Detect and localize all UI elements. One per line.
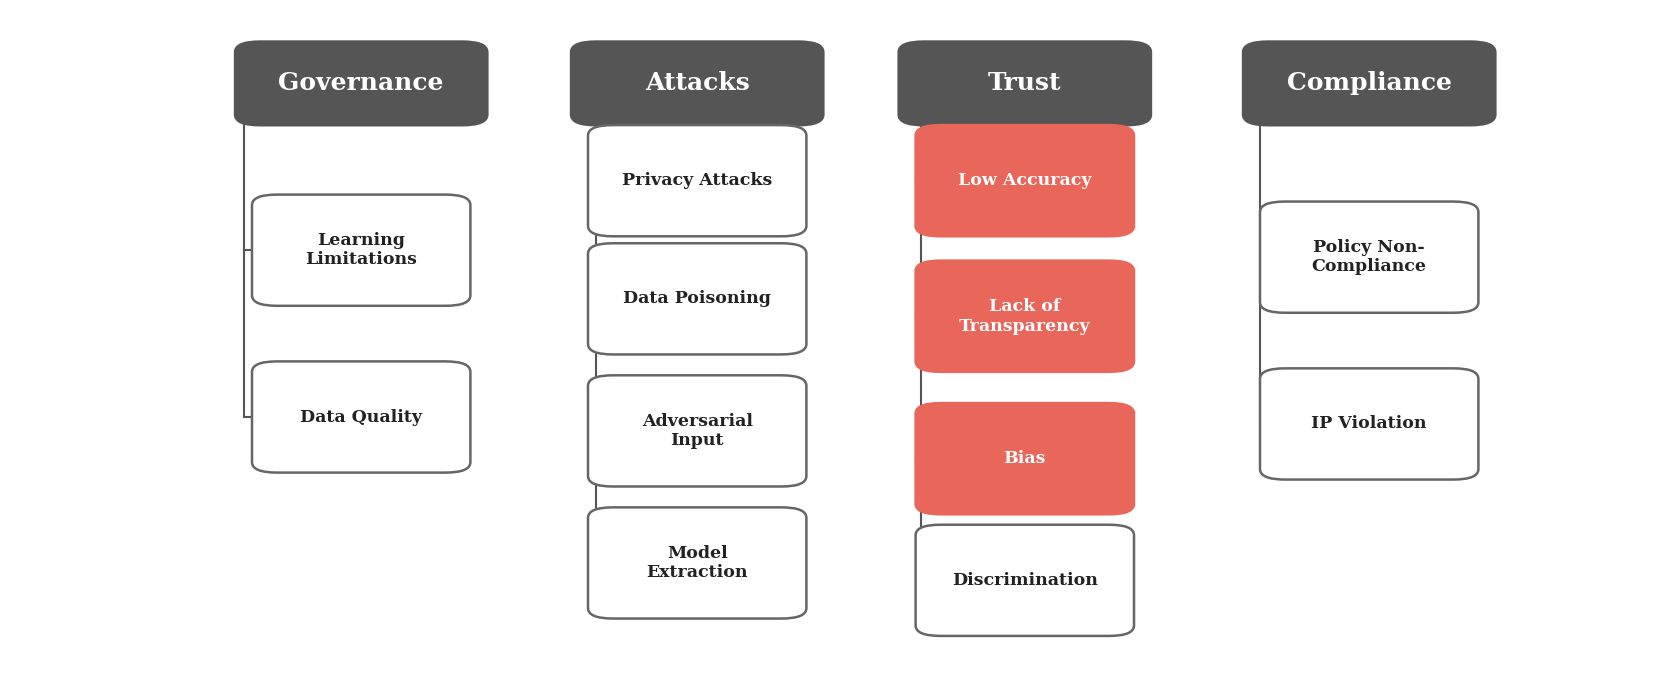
FancyBboxPatch shape	[899, 42, 1151, 125]
Text: Bias: Bias	[1003, 450, 1047, 467]
FancyBboxPatch shape	[588, 243, 806, 354]
FancyBboxPatch shape	[588, 125, 806, 236]
FancyBboxPatch shape	[252, 361, 470, 473]
Text: Low Accuracy: Low Accuracy	[958, 172, 1092, 189]
Text: Data Poisoning: Data Poisoning	[623, 291, 771, 307]
Text: Governance: Governance	[279, 72, 444, 95]
Text: Lack of
Transparency: Lack of Transparency	[959, 298, 1090, 334]
Text: Learning
Limitations: Learning Limitations	[306, 232, 417, 268]
Text: Compliance: Compliance	[1287, 72, 1452, 95]
FancyBboxPatch shape	[1260, 368, 1478, 480]
FancyBboxPatch shape	[252, 195, 470, 306]
Text: Adversarial
Input: Adversarial Input	[642, 413, 753, 449]
Text: Trust: Trust	[988, 72, 1062, 95]
FancyBboxPatch shape	[916, 403, 1134, 514]
Text: Data Quality: Data Quality	[301, 409, 422, 425]
FancyBboxPatch shape	[916, 261, 1134, 372]
FancyBboxPatch shape	[1260, 202, 1478, 313]
FancyBboxPatch shape	[916, 525, 1134, 636]
Text: Model
Extraction: Model Extraction	[647, 545, 748, 581]
FancyBboxPatch shape	[588, 375, 806, 486]
Text: Privacy Attacks: Privacy Attacks	[622, 172, 773, 189]
Text: Attacks: Attacks	[645, 72, 749, 95]
FancyBboxPatch shape	[916, 125, 1134, 236]
FancyBboxPatch shape	[1243, 42, 1495, 125]
FancyBboxPatch shape	[235, 42, 487, 125]
Text: Discrimination: Discrimination	[953, 572, 1097, 589]
Text: IP Violation: IP Violation	[1312, 416, 1426, 432]
Text: Policy Non-
Compliance: Policy Non- Compliance	[1312, 239, 1426, 275]
FancyBboxPatch shape	[571, 42, 823, 125]
FancyBboxPatch shape	[588, 507, 806, 619]
